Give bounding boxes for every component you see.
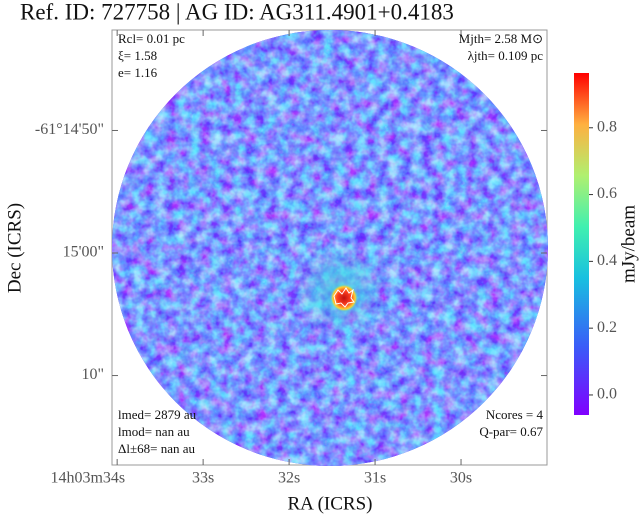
colorbar [574,73,589,415]
y-tick-label: 15'00" [63,244,104,261]
x-tick-label: 32s [278,470,300,487]
annotation: e= 1.16 [118,65,158,80]
x-tick-label: 31s [364,470,386,487]
annotation: Mjth= 2.58 M⊙ [459,31,543,46]
annotation: Δl±68= nan au [118,441,195,456]
y-tick-label: -61°14'50" [35,121,104,138]
annotation: lmed= 2879 au [118,407,197,422]
colorbar-label: mJy/beam [618,205,639,283]
chart-title: Ref. ID: 727758 | AG ID: AG311.4901+0.41… [20,0,454,24]
colorbar-tick-label: 0.0 [597,386,617,403]
annotation: λjth= 0.109 pc [468,48,544,63]
annotation: lmod= nan au [118,424,190,439]
x-tick-label: 14h03m34s [50,470,125,487]
annotation: Ncores = 4 [486,407,544,422]
colorbar-tick-label: 0.8 [597,118,617,135]
x-tick-label: 30s [450,470,472,487]
x-tick-label: 33s [192,470,214,487]
annotation: ξ= 1.58 [118,48,157,63]
colorbar-tick-label: 0.4 [597,252,617,269]
annotation: Q-par= 0.67 [479,424,543,439]
colorbar-tick-label: 0.6 [597,185,617,202]
colorbar-tick-label: 0.2 [597,319,617,336]
x-axis-label: RA (ICRS) [288,493,373,514]
y-axis-label: Dec (ICRS) [4,203,25,293]
y-tick-label: 10" [81,366,104,383]
annotation: Rcl= 0.01 pc [118,31,185,46]
sky-image [112,30,548,466]
